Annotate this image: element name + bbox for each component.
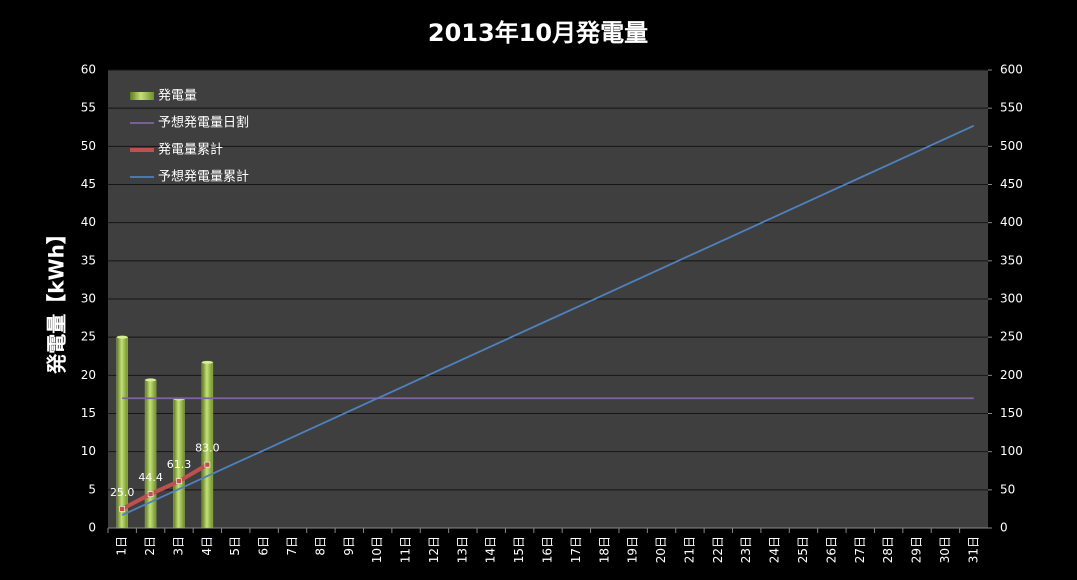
x-tick-label: 26日 — [824, 536, 838, 563]
x-tick-label: 4日 — [200, 536, 214, 556]
legend-label: 発電量累計 — [158, 142, 223, 158]
y2-tick-label: 450 — [1000, 177, 1023, 191]
y-tick-label: 35 — [81, 253, 96, 267]
y2-tick-label: 350 — [1000, 253, 1023, 267]
y2-tick-label: 200 — [1000, 368, 1023, 382]
y2-tick-label: 500 — [1000, 139, 1023, 153]
x-tick-label: 30日 — [938, 536, 952, 563]
x-tick-label: 9日 — [342, 536, 356, 556]
legend-label: 発電量 — [158, 89, 197, 104]
y2-tick-label: 150 — [1000, 406, 1023, 420]
x-tick-label: 21日 — [682, 536, 696, 563]
y-tick-label: 45 — [81, 177, 96, 191]
y-tick-label: 0 — [88, 521, 96, 535]
marker — [204, 461, 211, 468]
y-tick-label: 55 — [81, 101, 96, 115]
x-tick-label: 5日 — [228, 536, 242, 556]
legend-label: 予想発電量日割 — [158, 115, 249, 131]
y-tick-label: 20 — [81, 368, 96, 382]
y-tick-label: 5 — [88, 482, 96, 496]
y-tick-label: 50 — [81, 139, 96, 153]
legend-swatch — [130, 92, 154, 100]
y-tick-label: 25 — [81, 330, 96, 344]
x-tick-label: 28日 — [881, 536, 895, 563]
x-tick-label: 17日 — [569, 536, 583, 563]
bar-top — [201, 360, 213, 364]
line — [121, 124, 975, 516]
y2-tick-label: 0 — [1000, 521, 1008, 535]
y2-tick-label: 50 — [1000, 482, 1015, 496]
y-tick-label: 60 — [81, 63, 96, 77]
y-tick-label: 10 — [81, 444, 96, 458]
x-tick-label: 29日 — [910, 536, 924, 563]
x-tick-label: 16日 — [541, 536, 555, 563]
y-tick-label: 15 — [81, 406, 96, 420]
x-tick-label: 23日 — [739, 536, 753, 563]
x-tick-label: 19日 — [626, 536, 640, 563]
x-tick-label: 6日 — [257, 536, 271, 556]
x-tick-label: 3日 — [171, 536, 185, 556]
y-axis-label: 発電量【kWh】 — [45, 224, 69, 375]
bar-top — [145, 378, 157, 382]
bar — [116, 336, 128, 529]
x-tick-label: 20日 — [654, 536, 668, 563]
data-label: 61.3 — [167, 458, 192, 471]
y-tick-label: 30 — [81, 292, 96, 306]
x-tick-label: 14日 — [484, 536, 498, 563]
y2-tick-label: 300 — [1000, 292, 1023, 306]
line — [121, 462, 209, 511]
x-tick-label: 27日 — [853, 536, 867, 563]
chart-title: 2013年10月発電量 — [428, 19, 648, 47]
x-tick-label: 22日 — [711, 536, 725, 563]
x-tick-label: 15日 — [512, 536, 526, 563]
y2-tick-label: 400 — [1000, 215, 1023, 229]
y2-tick-label: 250 — [1000, 330, 1023, 344]
data-label: 83.0 — [195, 442, 220, 455]
y2-tick-label: 100 — [1000, 444, 1023, 458]
x-tick-label: 8日 — [313, 536, 327, 556]
bar-top — [116, 335, 128, 339]
x-tick-label: 18日 — [597, 536, 611, 563]
x-tick-label: 12日 — [427, 536, 441, 563]
x-tick-label: 11日 — [399, 536, 413, 563]
y2-tick-label: 600 — [1000, 63, 1023, 77]
data-label: 44.4 — [138, 471, 163, 484]
marker — [147, 491, 154, 497]
legend-label: 予想発電量累計 — [158, 169, 249, 185]
y-tick-label: 40 — [81, 215, 96, 229]
x-tick-label: 31日 — [966, 536, 980, 563]
x-tick-label: 7日 — [285, 536, 299, 556]
x-tick-label: 10日 — [370, 536, 384, 563]
x-tick-label: 25日 — [796, 536, 810, 563]
marker — [176, 478, 182, 485]
x-tick-label: 1日 — [115, 536, 129, 556]
y2-tick-label: 550 — [1000, 101, 1023, 115]
x-tick-label: 24日 — [768, 536, 782, 563]
x-tick-label: 2日 — [143, 536, 157, 556]
x-tick-label: 13日 — [455, 536, 469, 563]
bar — [144, 379, 157, 529]
marker — [119, 506, 125, 512]
data-label: 25.0 — [110, 486, 135, 499]
